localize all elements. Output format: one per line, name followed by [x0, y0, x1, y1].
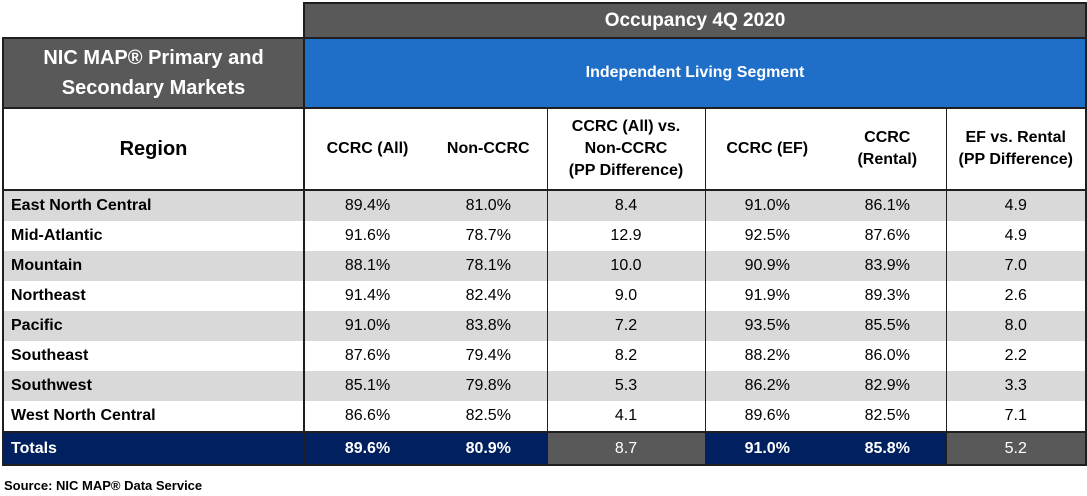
ccrc-ef-cell: 91.0%: [704, 190, 829, 221]
diff1-header-line2: Non-CCRC: [584, 140, 668, 157]
table-row: West North Central 86.6% 82.5% 4.1 89.6%…: [2, 401, 1087, 432]
table-row: East North Central 89.4% 81.0% 8.4 91.0%…: [2, 190, 1087, 221]
ccrc-ef-cell: 91.9%: [704, 281, 829, 311]
diff1-cell: 9.0: [546, 281, 705, 311]
non-ccrc-cell: 78.1%: [430, 251, 547, 281]
diff1-cell: 10.0: [546, 251, 705, 281]
region-header: Region: [2, 107, 305, 191]
diff2-cell: 8.0: [945, 311, 1087, 341]
ccrc-rental-cell: 85.5%: [829, 311, 946, 341]
diff2-header-line2: (PP Difference): [958, 151, 1073, 168]
occupancy-table: Occupancy 4Q 2020 NIC MAP® Primary and S…: [2, 2, 1087, 466]
ccrc-all-header: CCRC (All): [304, 107, 430, 191]
diff2-cell: 2.6: [945, 281, 1087, 311]
diff1-cell: 8.2: [546, 341, 705, 371]
region-cell: Northeast: [2, 281, 305, 311]
non-ccrc-cell: 82.5%: [430, 401, 547, 432]
diff2-cell: 7.0: [945, 251, 1087, 281]
markets-label: NIC MAP® Primary and Secondary Markets: [2, 37, 305, 109]
ccrc-rental-cell: 86.1%: [829, 190, 946, 221]
segment-label: Independent Living Segment: [303, 37, 1087, 109]
region-cell: Mountain: [2, 251, 305, 281]
ccrc-rental-header-line2: (Rental): [857, 151, 918, 168]
ccrc-all-cell: 85.1%: [304, 371, 430, 401]
totals-diff1: 8.7: [546, 431, 705, 466]
totals-row: Totals 89.6% 80.9% 8.7 91.0% 85.8% 5.2: [2, 431, 1087, 466]
diff1-cell: 7.2: [546, 311, 705, 341]
totals-ccrc-all: 89.6%: [304, 431, 430, 466]
non-ccrc-cell: 81.0%: [430, 190, 547, 221]
table-row: Southwest 85.1% 79.8% 5.3 86.2% 82.9% 3.…: [2, 371, 1087, 401]
table-row: Southeast 87.6% 79.4% 8.2 88.2% 86.0% 2.…: [2, 341, 1087, 371]
diff1-cell: 5.3: [546, 371, 705, 401]
non-ccrc-cell: 78.7%: [430, 221, 547, 251]
diff2-cell: 2.2: [945, 341, 1087, 371]
corner-blank: [3, 3, 304, 38]
ccrc-ef-cell: 89.6%: [704, 401, 829, 432]
diff2-header: EF vs. Rental (PP Difference): [945, 107, 1087, 191]
ccrc-all-cell: 87.6%: [304, 341, 430, 371]
diff2-cell: 3.3: [945, 371, 1087, 401]
region-cell: East North Central: [2, 190, 305, 221]
diff2-header-line1: EF vs. Rental: [965, 129, 1066, 146]
ccrc-all-cell: 91.4%: [304, 281, 430, 311]
ccrc-rental-header: CCRC (Rental): [829, 107, 946, 191]
ccrc-rental-cell: 83.9%: [829, 251, 946, 281]
diff1-cell: 4.1: [546, 401, 705, 432]
ccrc-rental-header-line1: CCRC: [864, 129, 911, 146]
ccrc-rental-cell: 87.6%: [829, 221, 946, 251]
source-note: Source: NIC MAP® Data Service: [4, 478, 203, 493]
totals-non-ccrc: 80.9%: [430, 431, 547, 466]
totals-diff2: 5.2: [945, 431, 1087, 466]
non-ccrc-cell: 79.8%: [430, 371, 547, 401]
ccrc-ef-cell: 93.5%: [704, 311, 829, 341]
diff2-cell: 7.1: [945, 401, 1087, 432]
table-row: Northeast 91.4% 82.4% 9.0 91.9% 89.3% 2.…: [2, 281, 1087, 311]
region-cell: Southeast: [2, 341, 305, 371]
non-ccrc-header: Non-CCRC: [430, 107, 547, 191]
ccrc-ef-cell: 86.2%: [704, 371, 829, 401]
ccrc-ef-header: CCRC (EF): [704, 107, 829, 191]
ccrc-rental-cell: 89.3%: [829, 281, 946, 311]
totals-ccrc-rental: 85.8%: [829, 431, 946, 466]
ccrc-all-cell: 91.0%: [304, 311, 430, 341]
table-row: Mid-Atlantic 91.6% 78.7% 12.9 92.5% 87.6…: [2, 221, 1087, 251]
ccrc-ef-cell: 88.2%: [704, 341, 829, 371]
diff1-header-line3: (PP Difference): [568, 162, 684, 179]
diff2-cell: 4.9: [945, 190, 1087, 221]
ccrc-all-cell: 86.6%: [304, 401, 430, 432]
region-cell: Southwest: [2, 371, 305, 401]
table-row: Mountain 88.1% 78.1% 10.0 90.9% 83.9% 7.…: [2, 251, 1087, 281]
ccrc-rental-cell: 86.0%: [829, 341, 946, 371]
region-cell: West North Central: [2, 401, 305, 432]
ccrc-rental-cell: 82.9%: [829, 371, 946, 401]
ccrc-all-cell: 91.6%: [304, 221, 430, 251]
region-cell: Pacific: [2, 311, 305, 341]
non-ccrc-cell: 79.4%: [430, 341, 547, 371]
ccrc-rental-cell: 82.5%: [829, 401, 946, 432]
ccrc-ef-cell: 90.9%: [704, 251, 829, 281]
non-ccrc-cell: 82.4%: [430, 281, 547, 311]
table-row: Pacific 91.0% 83.8% 7.2 93.5% 85.5% 8.0: [2, 311, 1087, 341]
diff1-header-line1: CCRC (All) vs.: [571, 118, 681, 135]
totals-label: Totals: [2, 431, 305, 466]
non-ccrc-cell: 83.8%: [430, 311, 547, 341]
diff1-cell: 8.4: [546, 190, 705, 221]
totals-ccrc-ef: 91.0%: [704, 431, 829, 466]
table-title: Occupancy 4Q 2020: [303, 2, 1087, 39]
diff1-cell: 12.9: [546, 221, 705, 251]
ccrc-all-cell: 89.4%: [304, 190, 430, 221]
diff2-cell: 4.9: [945, 221, 1087, 251]
diff1-header: CCRC (All) vs. Non-CCRC (PP Difference): [546, 107, 705, 191]
ccrc-ef-cell: 92.5%: [704, 221, 829, 251]
ccrc-all-cell: 88.1%: [304, 251, 430, 281]
region-cell: Mid-Atlantic: [2, 221, 305, 251]
